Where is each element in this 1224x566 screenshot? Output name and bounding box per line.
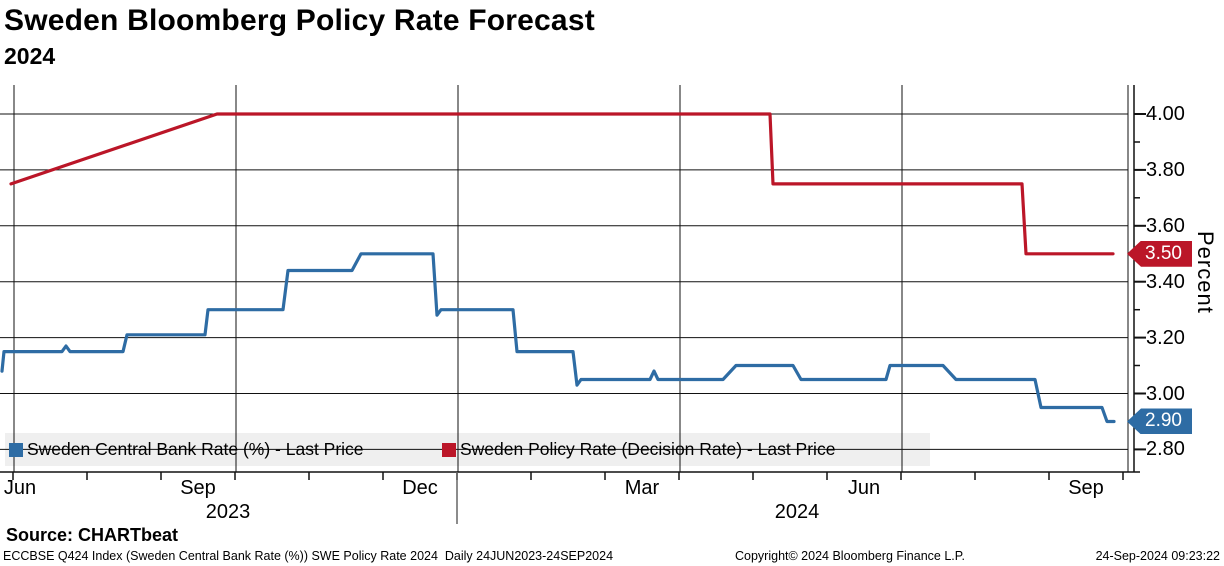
y-tick-label: 3.40 [1146,270,1185,293]
legend-label: Sweden Central Bank Rate (%) - Last Pric… [27,439,364,459]
page-title: Sweden Bloomberg Policy Rate Forecast [4,4,595,37]
x-month-label: Jun [847,477,881,499]
y-axis-title: Percent [1193,231,1218,314]
legend-swatch-icon [442,442,456,457]
legend-item[interactable]: Sweden Policy Rate (Decision Rate) - Las… [442,439,835,460]
last-price-badge: 3.50 [1127,240,1192,267]
legend-item[interactable]: Sweden Central Bank Rate (%) - Last Pric… [9,439,364,460]
x-month-label: Sep [1068,477,1104,499]
x-month-label: Sep [180,477,216,499]
x-month-label: Jun [3,477,37,499]
x-year-label: 2023 [205,501,251,523]
series-line[interactable] [0,252,1116,424]
last-price-badge: 2.90 [1127,408,1192,435]
y-tick-label: 3.80 [1146,158,1185,181]
y-tick-label: 3.00 [1146,382,1185,405]
x-month-label: Mar [624,477,660,499]
y-tick-label: 3.60 [1146,214,1185,237]
legend-label: Sweden Policy Rate (Decision Rate) - Las… [460,439,836,459]
page-subtitle: 2024 [4,43,56,69]
x-year-label: 2024 [774,501,820,523]
legend-swatch-icon [9,442,23,457]
y-tick-label: 2.80 [1146,438,1185,461]
x-month-label: Dec [402,477,438,499]
series-line[interactable] [9,112,1115,256]
footer-timestamp: 24-Sep-2024 09:23:22 [1095,549,1220,563]
y-tick-label: 3.20 [1146,326,1185,349]
y-tick-label: 4.00 [1146,103,1185,125]
source-label: Source: CHARTbeat [6,525,179,545]
footer-copyright: Copyright© 2024 Bloomberg Finance L.P. [735,549,965,563]
footer-index-text: ECCBSE Q424 Index (Sweden Central Bank R… [3,549,614,563]
